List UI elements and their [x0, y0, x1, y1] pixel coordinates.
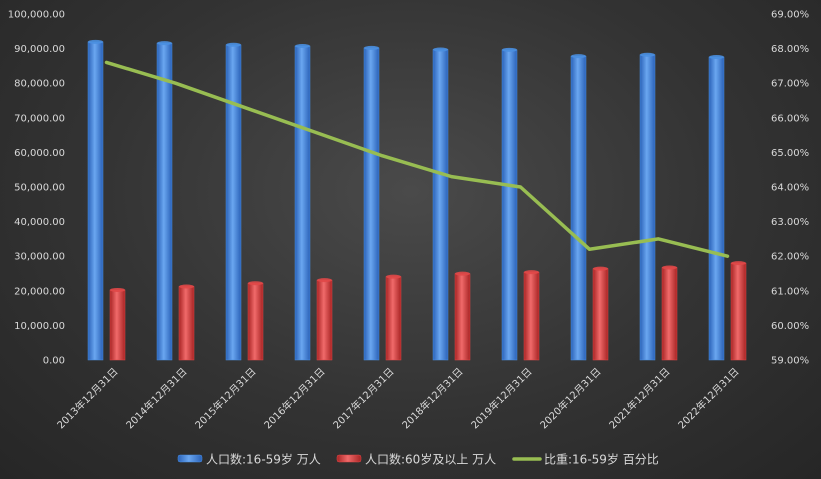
bar-16-59 [639, 54, 656, 361]
x-axis-tick-label: 2020年12月31日 [537, 365, 603, 431]
x-axis-tick-labels: 2013年12月31日 2014年12月31日 2015年12月31日 2016年12… [54, 365, 741, 431]
right-axis-tick-label: 66.00% [771, 113, 809, 124]
bar-60-plus [247, 282, 264, 361]
legend-label: 比重:16-59岁 百分比 [544, 452, 659, 467]
x-axis-tick-label: 2015年12月31日 [192, 365, 258, 431]
bar-16-59 [501, 49, 518, 361]
right-axis-tick-label: 59.00% [771, 356, 809, 367]
x-axis-tick-label: 2018年12月31日 [399, 365, 465, 431]
left-axis-tick-label: 90,000.00 [14, 44, 65, 55]
right-axis-tick-labels: 59.00% 60.00% 61.00% 62.00% 63.00% 64.00% 65.0… [771, 10, 809, 367]
bar-60-plus [592, 268, 609, 361]
bar-60-plus [385, 276, 402, 361]
right-axis-tick-label: 69.00% [771, 10, 809, 21]
left-axis-tick-label: 100,000.00 [8, 10, 65, 21]
x-axis-tick-label: 2022年12月31日 [675, 365, 741, 431]
bar-cap [317, 278, 332, 283]
bar-16-59 [432, 49, 449, 361]
legend-swatch [177, 454, 203, 463]
bar-cap [593, 266, 608, 271]
right-axis-tick-label: 64.00% [771, 183, 809, 194]
bar-cap [110, 287, 125, 292]
bar-cap [226, 42, 241, 47]
legend-label: 人口数:60岁及以上 万人 [365, 452, 496, 467]
legend: 人口数:16-59岁 万人 人口数:60岁及以上 万人 比重:16-59岁 百分比 [177, 452, 659, 467]
x-axis-tick-label: 2019年12月31日 [468, 365, 534, 431]
right-axis-tick-label: 63.00% [771, 217, 809, 228]
bar-16-59 [225, 44, 242, 361]
bar-cap [731, 261, 746, 266]
left-axis-tick-label: 60,000.00 [14, 148, 65, 159]
left-axis-tick-label: 50,000.00 [14, 183, 65, 194]
bar-series [87, 39, 747, 361]
bar-16-59 [294, 45, 311, 361]
right-axis-tick-label: 67.00% [771, 79, 809, 90]
left-axis-tick-label: 0.00 [43, 356, 65, 367]
left-axis-tick-label: 40,000.00 [14, 217, 65, 228]
left-axis-tick-labels: 0.00 10,000.00 20,000.00 30,000.00 40,000.00… [8, 10, 65, 367]
right-axis-tick-label: 62.00% [771, 252, 809, 263]
legend-swatch [336, 454, 362, 463]
x-axis-tick-label: 2016年12月31日 [261, 365, 327, 431]
right-axis-tick-label: 61.00% [771, 286, 809, 297]
bar-16-59 [708, 56, 725, 361]
right-axis-tick-label: 65.00% [771, 148, 809, 159]
left-axis-tick-label: 80,000.00 [14, 79, 65, 90]
left-axis-tick-label: 20,000.00 [14, 286, 65, 297]
legend-label: 人口数:16-59岁 万人 [206, 452, 321, 467]
bar-60-plus [454, 273, 471, 361]
ratio-line [104, 60, 730, 258]
right-axis-tick-label: 60.00% [771, 321, 809, 332]
bar-60-plus [109, 289, 126, 361]
bar-60-plus [316, 279, 333, 361]
bar-cap [571, 54, 586, 59]
bar-cap [502, 47, 517, 52]
left-axis-tick-label: 10,000.00 [14, 321, 65, 332]
bar-cap [640, 52, 655, 57]
x-axis-tick-label: 2021年12月31日 [606, 365, 672, 431]
bar-cap [524, 270, 539, 275]
bar-16-59 [363, 47, 380, 361]
bar-60-plus [661, 267, 678, 361]
bar-cap [386, 274, 401, 279]
bar-cap [364, 45, 379, 50]
bar-cap [455, 271, 470, 276]
bar-60-plus [730, 262, 747, 361]
x-axis-tick-label: 2013年12月31日 [54, 365, 120, 431]
bar-16-59 [156, 42, 173, 361]
x-axis-tick-label: 2017年12月31日 [330, 365, 396, 431]
bar-cap [295, 44, 310, 49]
bar-16-59 [87, 41, 104, 361]
bar-cap [248, 281, 263, 286]
bar-16-59 [570, 55, 587, 361]
bar-cap [157, 41, 172, 46]
x-axis-tick-label: 2014年12月31日 [123, 365, 189, 431]
bar-cap [179, 284, 194, 289]
left-axis-tick-label: 70,000.00 [14, 113, 65, 124]
bar-cap [709, 55, 724, 60]
bar-60-plus [523, 271, 540, 361]
bar-cap [662, 265, 677, 270]
bar-cap [88, 39, 103, 44]
left-axis-tick-label: 30,000.00 [14, 252, 65, 263]
right-axis-tick-label: 68.00% [771, 44, 809, 55]
bar-cap [433, 47, 448, 52]
line-series [104, 60, 730, 258]
bar-60-plus [178, 286, 195, 361]
